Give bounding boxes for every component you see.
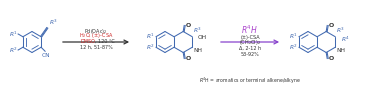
Text: $R^4H$: $R^4H$: [241, 24, 259, 36]
Text: $R^2$: $R^2$: [289, 43, 298, 52]
Text: NH: NH: [336, 48, 345, 53]
Text: (CH$_2$Cl)$_2$: (CH$_2$Cl)$_2$: [239, 38, 261, 47]
Text: $R^2$: $R^2$: [9, 45, 18, 55]
Text: $R^4$: $R^4$: [341, 35, 350, 44]
Text: NH: NH: [193, 48, 202, 53]
Text: $R^3$: $R^3$: [49, 17, 58, 27]
Text: $R^1$: $R^1$: [289, 32, 298, 41]
Text: , 120 °C: , 120 °C: [95, 39, 115, 44]
Text: $R^3$: $R^3$: [336, 25, 345, 35]
Text: (±)-CSA: (±)-CSA: [240, 35, 260, 40]
Text: Δ, 2-12 h: Δ, 2-12 h: [239, 45, 261, 50]
Text: DMSO: DMSO: [80, 39, 95, 44]
Text: $R^1$: $R^1$: [146, 32, 155, 41]
Text: O: O: [186, 23, 191, 28]
Text: O: O: [186, 56, 191, 61]
Text: CN: CN: [42, 53, 51, 58]
Text: 53-92%: 53-92%: [241, 52, 259, 57]
Text: O: O: [329, 23, 334, 28]
Text: H$_2$O, (±)-CSA: H$_2$O, (±)-CSA: [79, 32, 113, 40]
Text: Pd(OAc)$_2$: Pd(OAc)$_2$: [84, 27, 108, 36]
Text: $R^4$H = aromatics or terminal alkene/alkyne: $R^4$H = aromatics or terminal alkene/al…: [199, 76, 301, 86]
Text: OH: OH: [197, 35, 206, 40]
Text: 12 h, 51-87%: 12 h, 51-87%: [80, 45, 112, 50]
Text: O: O: [329, 56, 334, 61]
Text: $R^2$: $R^2$: [146, 43, 155, 52]
Text: $R^1$: $R^1$: [9, 29, 18, 39]
Text: $R^3$: $R^3$: [193, 25, 202, 35]
